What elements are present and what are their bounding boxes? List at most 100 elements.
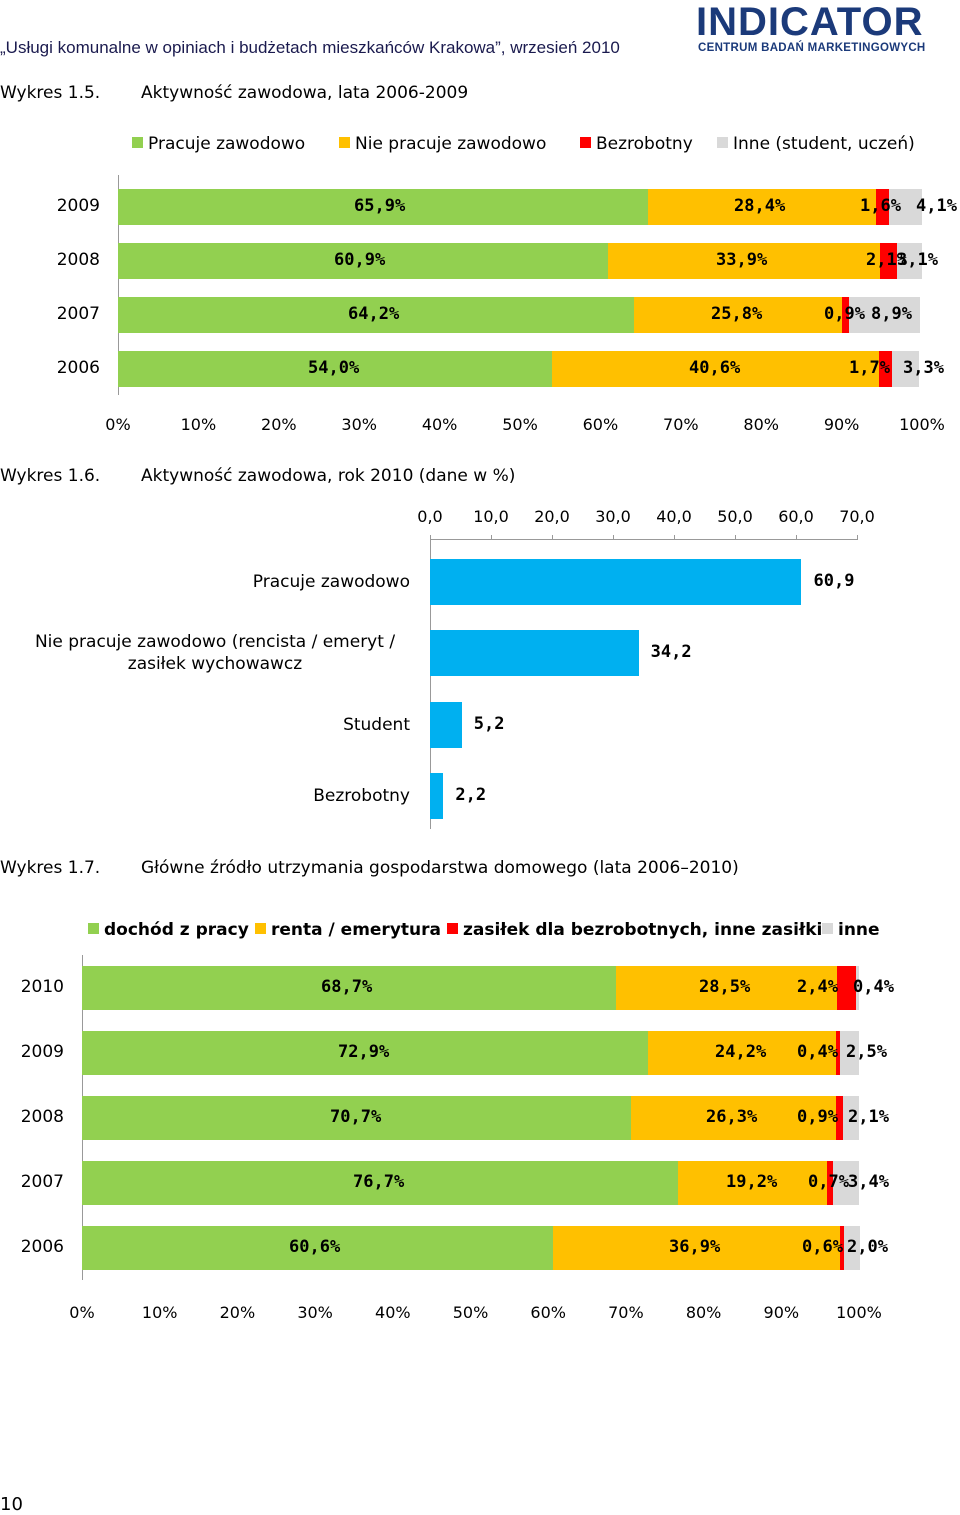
category-label: 2007 [56, 304, 100, 324]
bar-segment [647, 189, 877, 225]
x-tick-label: 30% [297, 1303, 333, 1322]
category-label: Nie pracuje zawodowo (rencista / emeryt … [0, 631, 430, 675]
x-tick-label: 90% [763, 1303, 800, 1322]
data-label: 5,2 [473, 714, 505, 734]
y-axis-line [118, 175, 119, 395]
data-label: 36,9% [669, 1237, 721, 1257]
bar-segment [677, 1161, 828, 1205]
x-tick-label: 20% [261, 415, 297, 434]
x-tick-label: 10% [180, 415, 217, 434]
category-label-line: Student [343, 715, 410, 735]
category-label: 2008 [20, 1107, 64, 1127]
data-label: 1,6% [860, 196, 901, 216]
x-tick-mark [674, 535, 675, 540]
category-label: 2006 [20, 1237, 64, 1257]
x-tick-label: 90% [823, 415, 860, 434]
category-label-line: Bezrobotny [313, 786, 410, 806]
legend-label: zasiłek dla bezrobotnych, inne zasiłki [463, 920, 823, 940]
bar-segment [832, 1161, 859, 1205]
legend-item: zasiłek dla bezrobotnych, inne zasiłki [447, 920, 822, 940]
bar-segment [118, 297, 635, 333]
data-label: 33,9% [716, 250, 768, 270]
x-tick-label: 30,0 [595, 507, 631, 526]
fig15-chart: 2009 65,9% 28,4% 1,6% 4,1% 2008 60,9% 33,9% 2,1%… [0, 175, 960, 445]
legend-label: Nie pracuje zawodowo [355, 134, 547, 154]
bar-segment [634, 297, 842, 333]
data-label: 72,9% [338, 1042, 390, 1062]
bar-segment [827, 1161, 833, 1205]
bar-segment [118, 243, 608, 279]
x-tick-mark [552, 535, 553, 540]
legend-item: Nie pracuje zawodowo [339, 134, 546, 154]
x-tick-label: 0% [69, 1303, 95, 1322]
fig16-title: Aktywność zawodowa, rok 2010 (dane w %) [141, 466, 516, 486]
bar-segment [631, 1096, 836, 1140]
fig15-title: Aktywność zawodowa, lata 2006-2009 [141, 83, 469, 103]
data-label: 60,9 [813, 571, 855, 591]
data-label: 3,4% [848, 1172, 889, 1192]
data-label: 68,7% [321, 977, 373, 997]
bar-segment [82, 1096, 632, 1140]
bar [430, 630, 639, 676]
x-tick-label: 100% [836, 1303, 882, 1322]
legend-swatch [822, 923, 833, 934]
bar-segment [839, 1031, 859, 1075]
bar-segment [841, 297, 849, 333]
data-label: 60,9% [334, 250, 386, 270]
fig15-legend: Pracuje zawodowo Nie pracuje zawodowo Bezr… [0, 134, 960, 158]
x-tick-label: 0% [105, 415, 131, 434]
x-axis-line [430, 539, 857, 540]
data-label: 2,2 [455, 785, 487, 805]
bar-segment [118, 189, 648, 225]
fig16-label: Wykres 1.6. [0, 466, 101, 486]
x-tick-label: 70% [663, 415, 699, 434]
x-tick-label: 70,0 [839, 507, 875, 526]
legend-swatch [339, 137, 350, 148]
category-label-line: zasiłek wychowawcz [127, 654, 303, 674]
x-tick-label: 50% [452, 1303, 489, 1322]
x-tick-label: 0,0 [417, 507, 443, 526]
x-tick-label: 80% [743, 415, 779, 434]
legend-swatch [132, 137, 143, 148]
category-label: 2006 [56, 358, 100, 378]
data-label: 64,2% [348, 304, 400, 324]
data-label: 0,7% [808, 1172, 849, 1192]
bar-segment [82, 966, 616, 1010]
data-label: 3,1% [897, 250, 938, 270]
data-label: 34,2 [650, 642, 692, 662]
data-label: 65,9% [354, 196, 406, 216]
x-tick-label: 20% [219, 1303, 256, 1322]
x-tick-label: 20,0 [534, 507, 570, 526]
data-label: 4,1% [916, 196, 957, 216]
bar-segment [848, 297, 921, 333]
bar-segment [842, 1096, 859, 1140]
x-tick-label: 60% [530, 1303, 566, 1322]
bar-segment [648, 1031, 837, 1075]
fig17-chart: 2010 68,7% 28,5% 2,4% 0,4% 2009 72,9% 24,2% 0,4%… [0, 955, 960, 1335]
data-label: 60,6% [289, 1237, 341, 1257]
category-label: Student [0, 714, 410, 736]
fig15-label: Wykres 1.5. [0, 83, 101, 103]
bar-segment [889, 189, 922, 225]
bar-segment [82, 1161, 678, 1205]
logo-subtitle: CENTRUM BADAŃ MARKETINGOWYCH [698, 42, 926, 54]
bar-segment [855, 966, 859, 1010]
legend-swatch [255, 923, 266, 934]
category-label-line: Pracuje zawodowo [252, 572, 410, 592]
logo-wordmark: INDICATOR [696, 0, 924, 44]
data-label: 8,9% [871, 304, 912, 324]
category-label: 2009 [20, 1042, 64, 1062]
page-number: 10 [0, 1494, 23, 1515]
data-label: 2,1% [866, 250, 907, 270]
bar-segment [878, 351, 893, 387]
category-label: 2008 [56, 250, 100, 270]
legend-swatch [717, 137, 728, 148]
data-label: 1,7% [849, 358, 890, 378]
data-label: 2,0% [847, 1237, 888, 1257]
x-tick-label: 80% [685, 1303, 722, 1322]
x-tick-mark [735, 535, 736, 540]
data-label: 2,5% [846, 1042, 887, 1062]
bar [430, 773, 444, 819]
data-label: 54,0% [308, 358, 360, 378]
legend-label: Bezrobotny [596, 134, 693, 154]
